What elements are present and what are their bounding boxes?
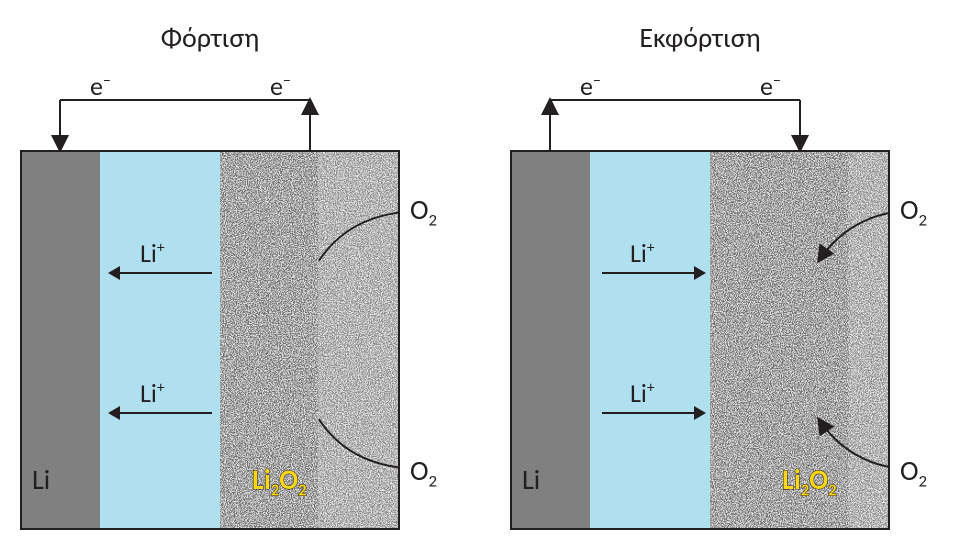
- cell-discharge: Li Li2O2 Li+ Li+: [510, 150, 890, 530]
- o2-label-top: O2: [900, 192, 927, 231]
- li2o2-label: Li2O2: [782, 462, 837, 501]
- o2-label-top: O2: [410, 192, 437, 231]
- electron-label-right: e−: [760, 70, 781, 102]
- li-label: Li: [522, 462, 540, 497]
- li-plus-label-top: Li+: [630, 237, 655, 269]
- li-plus-label-top: Li+: [140, 237, 165, 269]
- cathode-texture: [220, 152, 398, 528]
- o2-label-bottom: O2: [410, 453, 437, 492]
- panel-title-discharge: Εκφόρτιση: [510, 20, 890, 55]
- cell-charge: Li Li2O2 Li+ Li+: [20, 150, 400, 530]
- li-plus-arrow-top: [120, 272, 212, 274]
- o2-label-bottom: O2: [900, 453, 927, 492]
- li-plus-arrow-bottom: [602, 412, 694, 414]
- li-plus-label-bottom: Li+: [140, 377, 165, 409]
- li-label: Li: [32, 462, 50, 497]
- li2o2-label: Li2O2: [252, 462, 307, 501]
- electron-label-left: e−: [580, 70, 601, 102]
- li-plus-arrow-bottom: [120, 412, 212, 414]
- electrolyte-layer: [100, 152, 222, 528]
- electrolyte-layer: [590, 152, 712, 528]
- panel-charge: Φόρτιση e− e−: [20, 20, 470, 531]
- diagram-root: Φόρτιση e− e−: [0, 0, 980, 551]
- li-plus-arrow-top: [602, 272, 694, 274]
- electron-label-right: e−: [270, 70, 291, 102]
- panel-discharge: Εκφόρτιση e− e−: [510, 20, 960, 531]
- electron-label-left: e−: [90, 70, 111, 102]
- li-plus-label-bottom: Li+: [630, 377, 655, 409]
- cathode-layer: [220, 152, 398, 528]
- panel-title-charge: Φόρτιση: [20, 20, 400, 55]
